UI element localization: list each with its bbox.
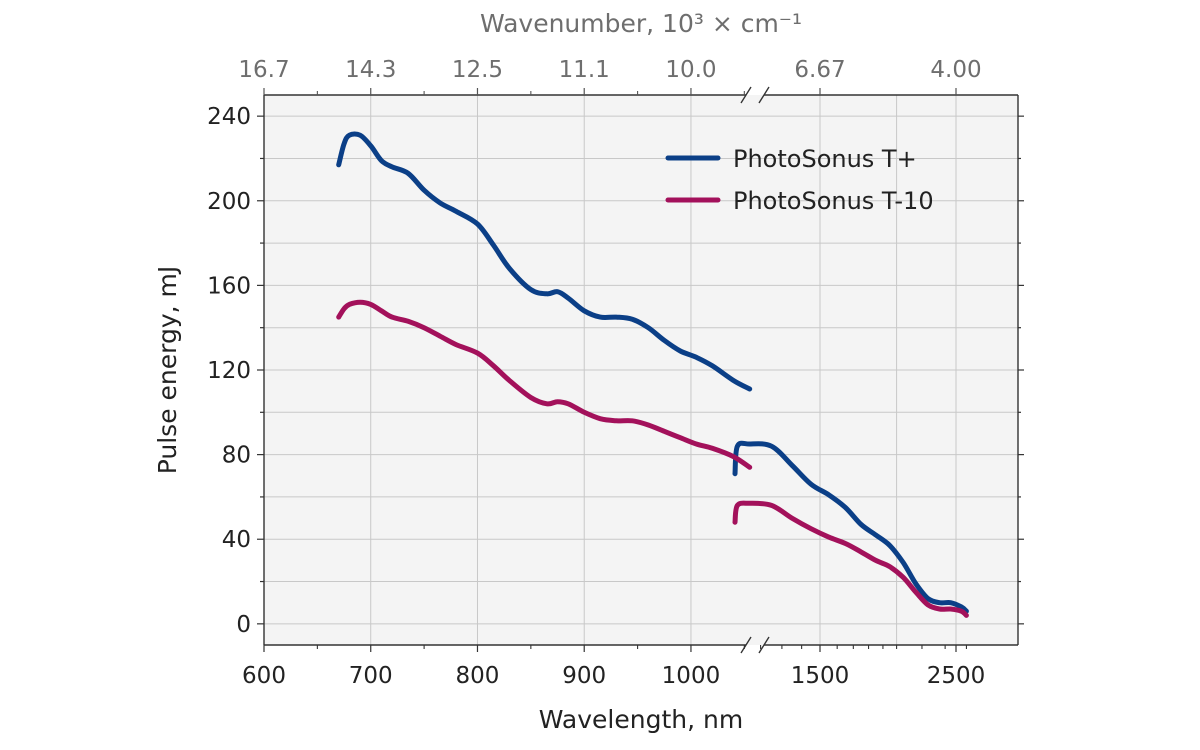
y-tick-label: 120: [207, 358, 251, 384]
x-tick-label: 800: [456, 663, 500, 689]
x-tick-label: 2500: [927, 663, 986, 689]
series-line-t-plus: [732, 440, 969, 614]
series-line-t-10: [732, 500, 969, 618]
y-tick-label: 240: [207, 104, 251, 130]
axis-break-mark: [740, 636, 752, 654]
top-tick-label: 14.3: [345, 57, 396, 83]
series-line-t-plus: [336, 131, 753, 392]
y-tick-label: 0: [236, 612, 251, 638]
legend: PhotoSonus T+ PhotoSonus T-10: [665, 145, 934, 215]
top-axis-title: Wavenumber, 10³ × cm⁻¹: [480, 9, 802, 38]
x-tick-label: 700: [349, 663, 393, 689]
axes: 0 40 80 120 160 200 240 600 700 800 900 1000 1500 250…: [207, 57, 1024, 689]
axis-break-mark: [740, 86, 752, 104]
y-axis-title: Pulse energy, mJ: [153, 266, 182, 475]
x-tick-label: 600: [242, 663, 286, 689]
x-axis-title: Wavelength, nm: [539, 705, 743, 734]
top-tick-label: 4.00: [930, 57, 981, 83]
top-tick-label: 10.0: [665, 57, 716, 83]
top-tick-label: 11.1: [559, 57, 610, 83]
y-tick-label: 160: [207, 273, 251, 299]
y-tick-label: 200: [207, 189, 251, 215]
x-tick-label: 1000: [662, 663, 721, 689]
series-line-t-10: [336, 299, 753, 470]
y-tick-label: 40: [222, 527, 251, 553]
y-tick-label: 80: [222, 443, 251, 469]
legend-label: PhotoSonus T+: [733, 145, 917, 173]
grid: [263, 95, 1018, 645]
series-layer: [336, 131, 969, 618]
axis-break-mark: [758, 86, 770, 104]
axis-break-mark: [758, 636, 770, 654]
top-tick-label: 6.67: [794, 57, 845, 83]
top-tick-label: 16.7: [238, 57, 289, 83]
x-tick-label: 1500: [791, 663, 850, 689]
top-tick-label: 12.5: [452, 57, 503, 83]
legend-label: PhotoSonus T-10: [733, 187, 934, 215]
x-tick-label: 900: [562, 663, 606, 689]
